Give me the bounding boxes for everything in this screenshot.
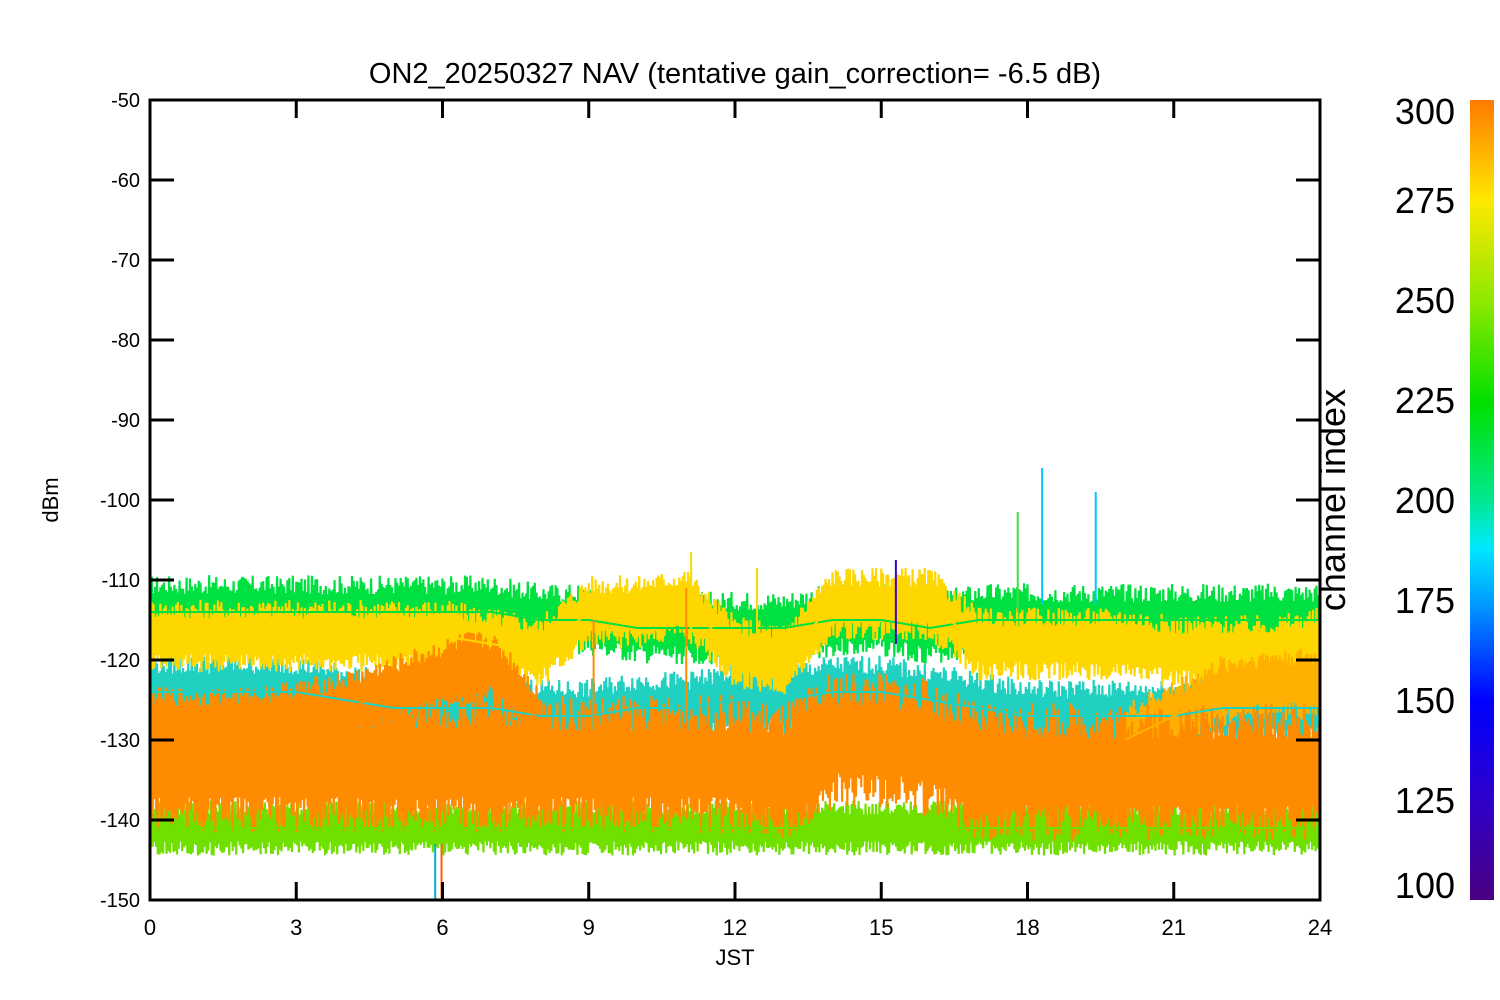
- x-axis-label: JST: [715, 945, 754, 970]
- y-tick-label: -70: [111, 250, 140, 272]
- axis-ticks: 0 3 6 9 12 15 18 21 24 -50 -60 -70 -80 -90 -100 -110 -12…: [100, 90, 1332, 940]
- colorbar-tick-label: 100: [1395, 865, 1455, 906]
- y-tick-label: -90: [111, 410, 140, 432]
- colorbar-tick-label: 150: [1395, 680, 1455, 721]
- series-line: [151, 611, 1320, 630]
- colorbar-tick-label: 125: [1395, 780, 1455, 821]
- series-line: [151, 667, 541, 725]
- colorbar-tick-label: 225: [1395, 380, 1455, 421]
- y-tick-label: -130: [100, 730, 140, 752]
- x-tick-label: 6: [436, 915, 448, 940]
- series-line: [1124, 683, 1320, 741]
- x-tick-label: 18: [1015, 915, 1039, 940]
- colorbar-tick-label: 275: [1395, 180, 1455, 221]
- y-tick-label: -110: [101, 570, 140, 592]
- colorbar-tick-label: 200: [1395, 480, 1455, 521]
- y-tick-label: -80: [111, 330, 140, 352]
- colorbar-ticks: 300 275 250 225 200 175 150 125 100: [1395, 91, 1455, 906]
- y-tick-label: -120: [100, 650, 140, 672]
- colorbar: [1470, 100, 1494, 900]
- colorbar-tick-label: 250: [1395, 280, 1455, 321]
- y-axis-label: dBm: [38, 477, 63, 522]
- x-tick-label: 21: [1162, 915, 1186, 940]
- colorbar-label: channel index: [1312, 389, 1353, 611]
- series-line: [151, 739, 1320, 774]
- y-tick-label: -50: [111, 90, 140, 112]
- colorbar-tick-label: 300: [1395, 91, 1455, 132]
- colorbar-tick-label: 175: [1395, 580, 1455, 621]
- x-tick-label: 3: [290, 915, 302, 940]
- chart-title: ON2_20250327 NAV (tentative gain_correct…: [369, 58, 1101, 90]
- x-tick-label: 0: [144, 915, 156, 940]
- y-tick-label: -60: [111, 170, 140, 192]
- spike-layer: [434, 468, 1097, 899]
- series-layer: [151, 602, 1320, 829]
- series-line: [151, 691, 1320, 717]
- series-line: [151, 602, 1320, 662]
- y-tick-label: -150: [100, 890, 140, 912]
- y-tick-label: -100: [100, 490, 140, 512]
- x-tick-label: 12: [723, 915, 747, 940]
- x-tick-label: 24: [1308, 915, 1332, 940]
- x-tick-label: 15: [869, 915, 893, 940]
- x-tick-label: 9: [583, 915, 595, 940]
- y-tick-label: -140: [100, 810, 140, 832]
